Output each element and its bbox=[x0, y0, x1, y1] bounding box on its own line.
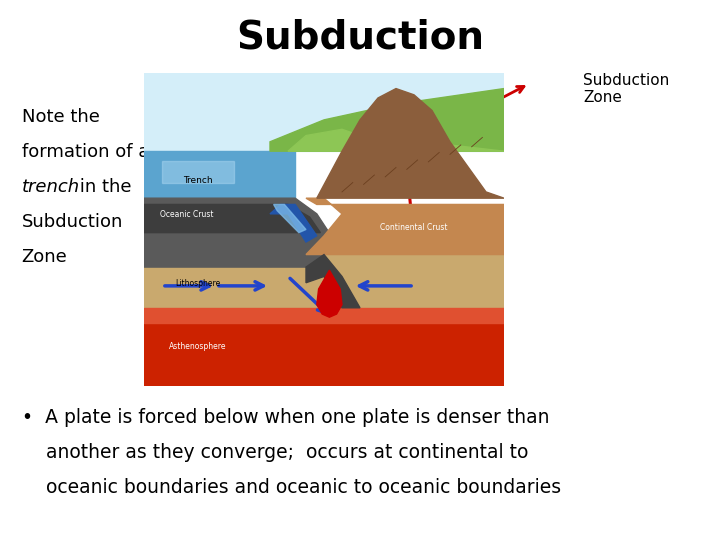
Polygon shape bbox=[144, 205, 320, 233]
Text: Trench: Trench bbox=[183, 176, 213, 185]
Polygon shape bbox=[144, 308, 504, 323]
Text: Note the: Note the bbox=[22, 108, 99, 126]
Polygon shape bbox=[288, 129, 504, 151]
Polygon shape bbox=[317, 270, 342, 317]
Text: Zone: Zone bbox=[22, 248, 68, 266]
Polygon shape bbox=[162, 160, 234, 183]
Text: Lithosphere: Lithosphere bbox=[176, 279, 220, 288]
Text: •  A plate is forced below when one plate is denser than: • A plate is forced below when one plate… bbox=[22, 408, 549, 427]
Text: Continental Crust: Continental Crust bbox=[380, 222, 448, 232]
Polygon shape bbox=[270, 89, 504, 151]
Polygon shape bbox=[144, 308, 504, 386]
Polygon shape bbox=[144, 151, 295, 198]
Polygon shape bbox=[306, 254, 360, 308]
Text: Asthenosphere: Asthenosphere bbox=[169, 341, 227, 350]
Polygon shape bbox=[317, 89, 504, 198]
Text: in the: in the bbox=[74, 178, 132, 196]
Polygon shape bbox=[274, 205, 306, 233]
Text: formation of a: formation of a bbox=[22, 143, 149, 161]
Bar bbox=[144, 73, 504, 151]
Text: Subduction: Subduction bbox=[236, 19, 484, 57]
Polygon shape bbox=[144, 254, 504, 308]
Polygon shape bbox=[144, 198, 331, 267]
Text: Oceanic Crust: Oceanic Crust bbox=[161, 210, 214, 219]
Text: trench: trench bbox=[22, 178, 80, 196]
Polygon shape bbox=[270, 205, 317, 242]
Polygon shape bbox=[306, 198, 504, 254]
Text: another as they converge;  occurs at continental to: another as they converge; occurs at cont… bbox=[22, 443, 528, 462]
Text: oceanic boundaries and oceanic to oceanic boundaries: oceanic boundaries and oceanic to oceani… bbox=[22, 478, 561, 497]
Text: Subduction: Subduction bbox=[22, 213, 123, 231]
Text: Subduction
Zone: Subduction Zone bbox=[583, 73, 670, 105]
